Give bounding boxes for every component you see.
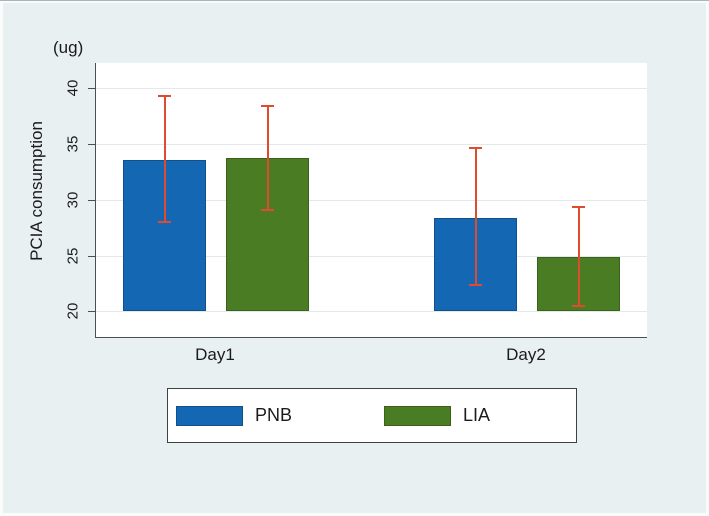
y-tick-label: 35 xyxy=(64,135,82,153)
y-tick-label: 25 xyxy=(64,247,82,264)
legend-swatch-lia xyxy=(384,405,451,426)
y-axis-title: PCIA consumption xyxy=(27,121,46,261)
error-bar-pnb-day2 xyxy=(469,147,482,286)
error-bar-stem xyxy=(266,104,269,211)
error-bar-cap-bottom xyxy=(261,208,274,211)
y-tick-label: 30 xyxy=(64,191,82,209)
error-bar-cap-bottom xyxy=(572,304,585,307)
error-bar-stem xyxy=(577,206,580,307)
error-bar-cap-bottom xyxy=(469,283,482,286)
y-axis-unit-label: (ug) xyxy=(53,38,84,57)
y-tick-mark xyxy=(88,255,95,257)
legend-item-lia: LIA xyxy=(384,389,490,442)
gridline-30 xyxy=(96,199,647,201)
error-bar-lia-day2 xyxy=(572,206,585,307)
legend-label-pnb: PNB xyxy=(255,405,293,425)
legend: PNB LIA xyxy=(167,388,577,443)
y-tick-mark xyxy=(88,199,95,201)
error-bar-stem xyxy=(474,147,477,286)
gridline-35 xyxy=(96,143,647,145)
x-tick-label-day2: Day2 xyxy=(506,345,546,364)
y-tick-label: 20 xyxy=(64,302,82,320)
y-tick-mark xyxy=(88,143,95,145)
error-bar-cap-top xyxy=(469,147,482,150)
gridline-40 xyxy=(96,88,647,90)
plot-area xyxy=(95,63,647,338)
x-tick-label-day1: Day1 xyxy=(195,345,235,364)
gridline-20 xyxy=(96,311,647,313)
error-bar-cap-top xyxy=(158,94,171,97)
error-bar-cap-top xyxy=(572,206,585,209)
error-bar-cap-top xyxy=(261,104,274,107)
legend-label-lia: LIA xyxy=(463,405,491,425)
y-tick-label: 40 xyxy=(64,79,82,97)
legend-item-pnb: PNB xyxy=(176,389,292,442)
error-bar-pnb-day1 xyxy=(158,94,171,224)
error-bar-lia-day1 xyxy=(261,104,274,211)
y-tick-mark xyxy=(88,88,95,90)
legend-swatch-pnb xyxy=(176,405,243,426)
error-bar-cap-bottom xyxy=(158,221,171,224)
error-bar-stem xyxy=(163,94,166,224)
y-tick-mark xyxy=(88,311,95,313)
gridline-25 xyxy=(96,255,647,257)
